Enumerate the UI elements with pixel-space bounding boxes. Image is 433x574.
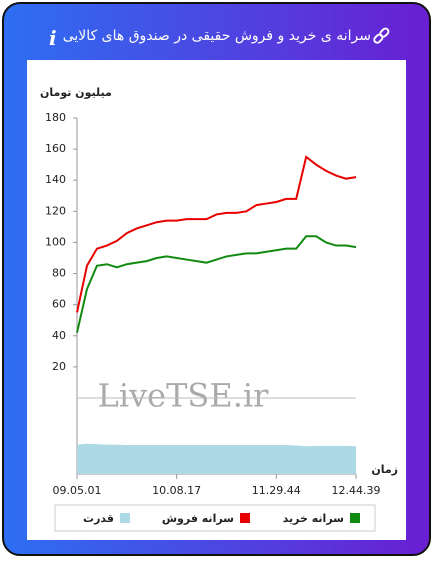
x-tick-label: 10.08.17 [152, 484, 201, 497]
x-tick-label: 12.44.39 [332, 484, 381, 497]
y-tick-label: 180 [45, 111, 66, 124]
y-tick-label: 100 [45, 235, 66, 248]
y-tick-label: 120 [45, 204, 66, 217]
series-line [76, 155, 357, 313]
legend-label: قدرت [83, 512, 114, 525]
watermark: LiveTSE.ir [98, 377, 270, 415]
y-tick-label: 40 [52, 329, 66, 342]
legend-label: سرانه خرید [283, 512, 344, 525]
legend-swatch [120, 513, 130, 523]
x-tick-label: 11.29.44 [252, 484, 301, 497]
x-tick-label: 09.05.01 [53, 484, 102, 497]
y-tick-label: 140 [45, 173, 66, 186]
y-tick-label: 20 [52, 360, 66, 373]
legend-swatch [240, 513, 250, 523]
y-tick-label: 80 [52, 267, 66, 280]
x-axis-label: زمان [371, 463, 398, 476]
link-icon[interactable] [373, 27, 390, 44]
legend-label: سرانه فروش [162, 512, 234, 525]
y-axis-label: میلیون تومان [40, 86, 112, 99]
series-line [76, 235, 357, 333]
info-icon[interactable]: i [49, 26, 57, 50]
y-tick-label: 60 [52, 298, 66, 311]
card-title: سرانه ی خرید و فروش حقیقی در صندوق های ک… [62, 28, 371, 44]
power-area [77, 443, 356, 474]
legend-box [54, 504, 376, 532]
legend-swatch [350, 513, 360, 523]
y-tick-label: 160 [45, 142, 66, 155]
